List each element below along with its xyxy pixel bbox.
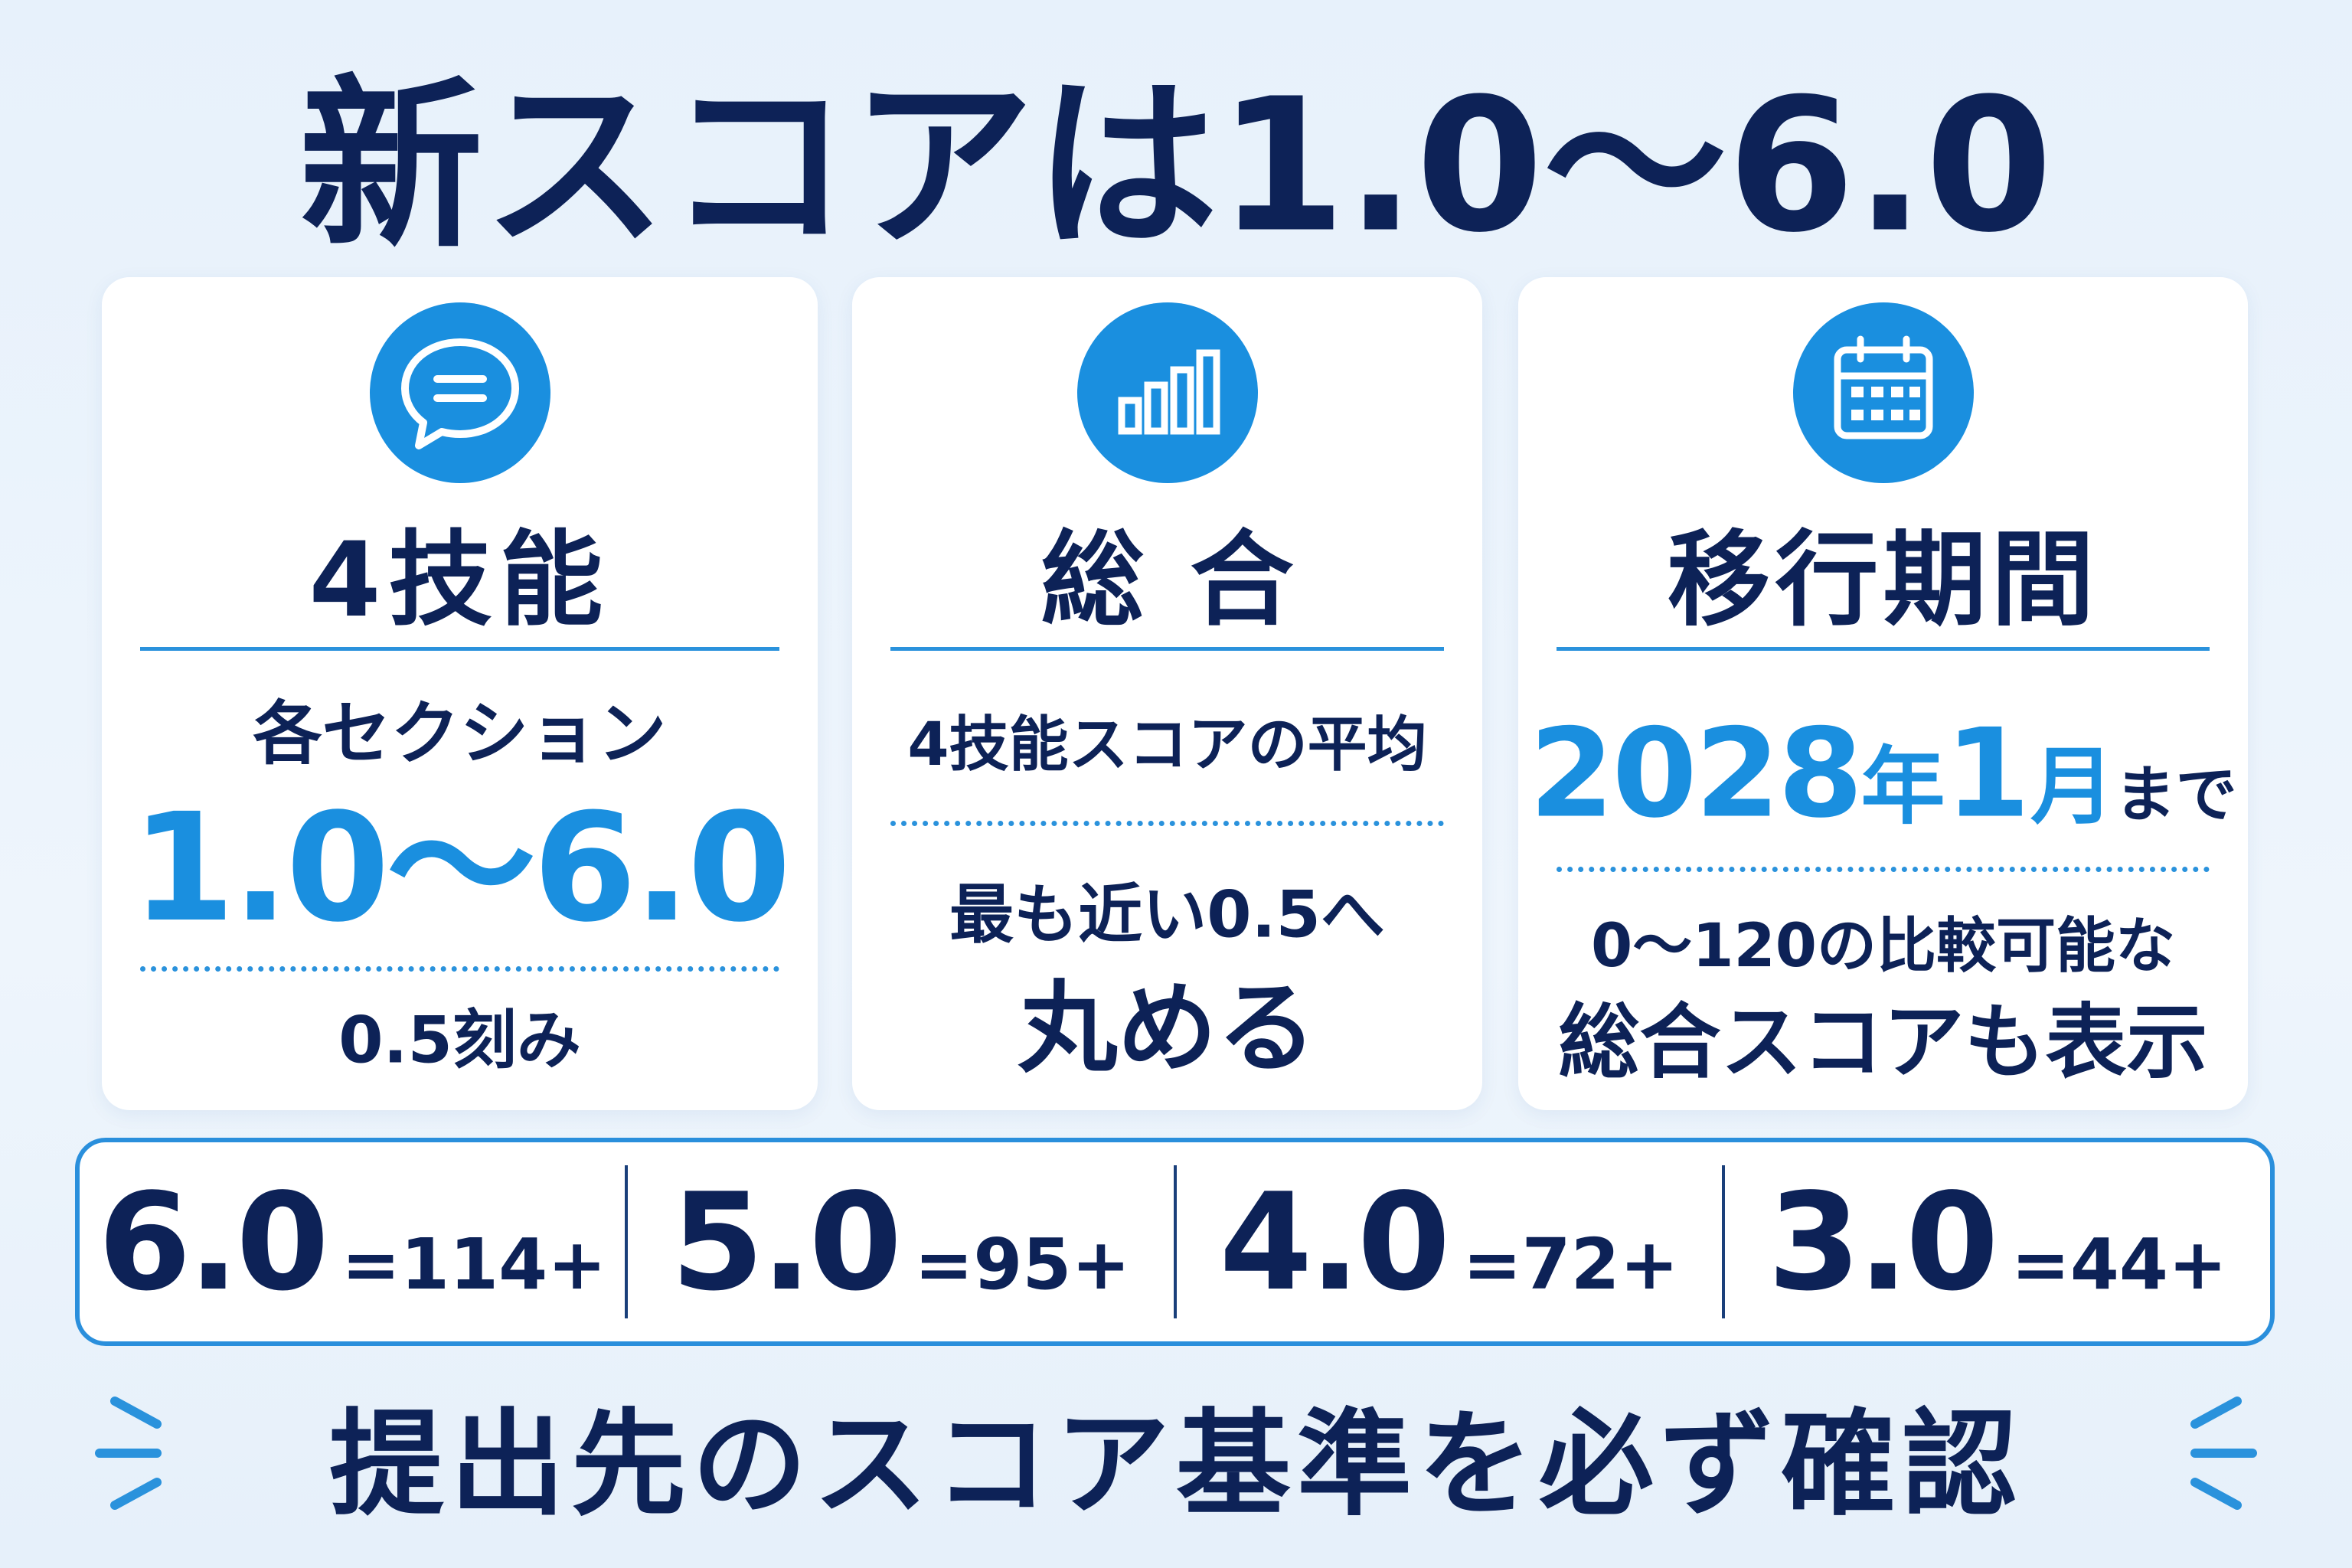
conversion: 6.0 =114+: [80, 1142, 625, 1341]
dotted-divider: [140, 966, 779, 972]
card-line: 最も近い0.5へ: [949, 877, 1385, 952]
card: 移行期間 2028年1月まで 0～120の比較可能な 総合スコアも表示: [1518, 277, 2248, 1110]
divider: [140, 647, 779, 651]
score: 6.0: [98, 1165, 329, 1321]
card-line: 丸める: [1018, 970, 1317, 1086]
conversion: 4.0 =72+: [1173, 1165, 1722, 1321]
dotted-divider: [890, 821, 1444, 826]
card-heading: 総合: [1040, 520, 1340, 640]
accent-right: [2190, 1396, 2257, 1510]
equivalent: =44+: [2011, 1223, 2227, 1305]
dotted-divider: [1557, 867, 2210, 872]
accent-left: [95, 1396, 162, 1510]
month-unit: 月: [2030, 737, 2115, 836]
conversion: 3.0 =44+: [1721, 1165, 2270, 1321]
card-line: 0.5刻み: [338, 1002, 581, 1078]
card-line: 総合スコアも表示: [1558, 995, 2208, 1089]
card-heading: 4技能: [309, 520, 611, 640]
card-line: 各セクション: [253, 694, 667, 774]
deadline: 2028年1月まで: [1518, 702, 2248, 845]
conversion: 5.0 =95+: [625, 1165, 1173, 1321]
bar-chart-icon: [1076, 302, 1258, 483]
card-line: 0～120の比較可能な: [1590, 912, 2176, 981]
calendar-icon: [1792, 302, 1974, 483]
year-unit: 年: [1860, 737, 1945, 836]
equivalent: =114+: [341, 1223, 607, 1305]
score: 5.0: [671, 1165, 902, 1321]
month: 1: [1945, 701, 2030, 845]
card: 総合 4技能スコアの平均 最も近い0.5へ 丸める: [852, 277, 1482, 1110]
chat-icon: [369, 302, 550, 483]
until: まで: [2114, 759, 2237, 831]
divider: [1557, 647, 2210, 651]
score: 3.0: [1767, 1165, 1999, 1321]
conversion-box: 6.0 =114+ 5.0 =95+ 4.0 =72+ 3.0 =44+: [75, 1138, 2275, 1346]
title: 新スコアは1.0～6.0: [299, 58, 2053, 273]
footer-note: 提出先のスコア基準を必ず確認: [328, 1398, 2023, 1532]
score: 4.0: [1219, 1165, 1451, 1321]
equivalent: =95+: [914, 1223, 1131, 1305]
year: 2028: [1529, 701, 1863, 845]
card-line: 4技能スコアの平均: [907, 710, 1427, 779]
card: 4技能 各セクション 1.0～6.0 0.5刻み: [102, 277, 818, 1110]
card-heading: 移行期間: [1667, 520, 2099, 640]
score-range: 1.0～6.0: [131, 781, 792, 955]
equivalent: =72+: [1462, 1223, 1679, 1305]
divider: [890, 647, 1444, 651]
